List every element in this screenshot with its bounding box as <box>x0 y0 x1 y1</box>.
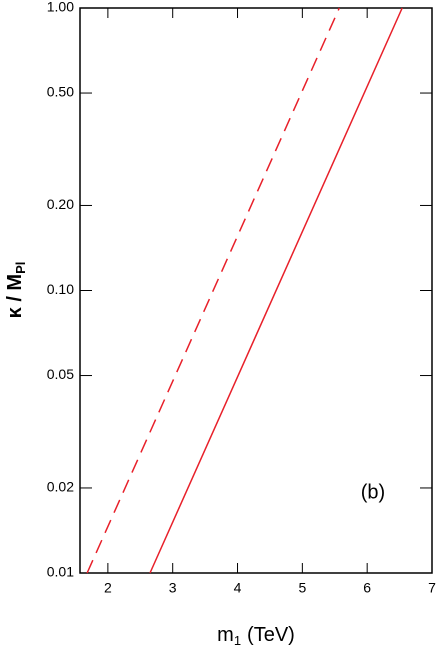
y-tick-label: 0.05 <box>47 366 74 382</box>
series-line <box>149 7 403 574</box>
x-tick-label: 5 <box>298 580 306 596</box>
x-tick-label: 7 <box>428 580 436 596</box>
y-tick-label: 0.20 <box>47 196 74 212</box>
y-tick-label: 1.00 <box>47 0 74 15</box>
y-axis-label: κ / MPl <box>4 262 28 319</box>
x-label-sub: 1 <box>234 633 241 648</box>
y-label-main: κ / M <box>4 274 26 318</box>
x-axis-label: m1 (TeV) <box>217 624 295 648</box>
y-tick-label: 0.02 <box>47 479 74 495</box>
x-label-unit: (TeV) <box>247 624 295 646</box>
x-label-main: m <box>217 624 234 646</box>
y-label-sub: Pl <box>13 262 28 274</box>
series-line <box>86 7 340 574</box>
y-tick-label: 0.50 <box>47 84 74 100</box>
y-tick-label: 0.01 <box>47 564 74 580</box>
x-tick-label: 4 <box>234 580 242 596</box>
y-tick-label: 0.10 <box>47 281 74 297</box>
x-tick-label: 2 <box>104 580 112 596</box>
x-tick-label: 3 <box>169 580 177 596</box>
x-tick-label: 6 <box>363 580 371 596</box>
annotation: (b) <box>361 481 385 503</box>
